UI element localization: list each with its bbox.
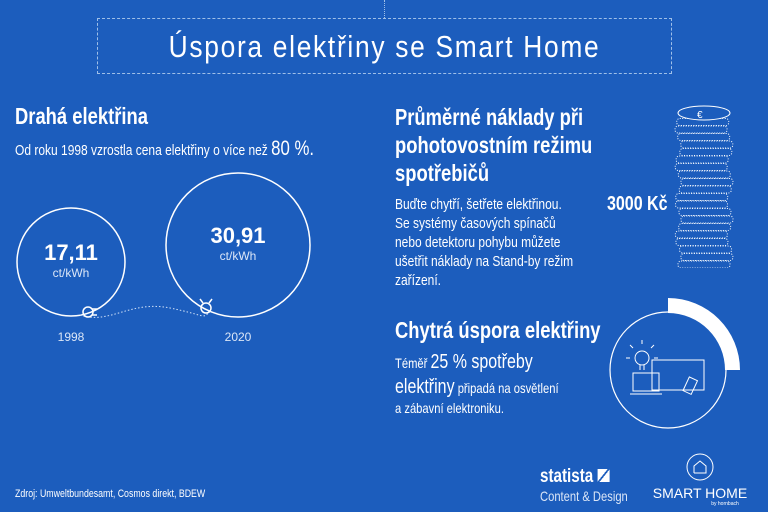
text: a zábavní elektroniku. bbox=[395, 400, 504, 416]
euro-symbol: € bbox=[697, 110, 703, 121]
price-value: 17,11 bbox=[44, 240, 98, 265]
coin bbox=[680, 215, 734, 224]
smarthome-wordmark: SMART HOME bbox=[652, 485, 748, 501]
section-subtitle: Od roku 1998 vzrostla cena elektřiny o v… bbox=[15, 137, 314, 161]
plug-icon bbox=[82, 306, 97, 318]
price-1998: 17,11 ct/kWh bbox=[17, 240, 125, 280]
body-line: Se systémy časových spínačů bbox=[395, 215, 556, 232]
price-circles-graphic bbox=[16, 172, 311, 318]
body-line: ušetřit náklady na Stand-by režim bbox=[395, 253, 574, 270]
coin bbox=[680, 253, 734, 261]
coin bbox=[677, 260, 731, 268]
statista-icon bbox=[597, 469, 610, 482]
coin bbox=[674, 163, 728, 171]
price-value: 30,91 bbox=[210, 223, 266, 248]
text: připadá na osvětlení bbox=[457, 380, 559, 396]
section-heading-expensive: Drahá elektřina bbox=[15, 103, 148, 129]
price-2020: 30,91 ct/kWh bbox=[184, 223, 292, 263]
coin-top bbox=[677, 105, 731, 121]
coin-stack-icon bbox=[674, 105, 734, 268]
coin bbox=[677, 133, 731, 141]
socket-plug-icon bbox=[199, 298, 213, 314]
page-title: Úspora elektřiny se Smart Home bbox=[168, 29, 601, 64]
coin bbox=[677, 170, 731, 179]
share-donut bbox=[609, 298, 740, 429]
divider-line bbox=[384, 0, 385, 18]
coin bbox=[674, 230, 728, 239]
coin bbox=[679, 245, 733, 254]
title-box: Úspora elektřiny se Smart Home bbox=[97, 18, 672, 74]
donut-share-arc bbox=[668, 298, 740, 370]
statista-subtitle: Content & Design bbox=[540, 488, 628, 504]
body-line: zařízení. bbox=[395, 272, 442, 289]
heading-line: pohotovostním režimu bbox=[395, 132, 593, 158]
coin bbox=[680, 178, 734, 186]
standby-body: Buďte chytří, šetřete elektřinou. Se sys… bbox=[395, 195, 573, 290]
coin bbox=[675, 155, 729, 164]
coin bbox=[675, 238, 729, 246]
standby-amount: 3000 Kč bbox=[607, 193, 668, 215]
statista-wordmark: statista bbox=[540, 466, 594, 487]
devices-icon bbox=[626, 340, 705, 396]
year-label: 2020 bbox=[224, 330, 252, 344]
circle-2020 bbox=[165, 172, 311, 318]
coin bbox=[678, 223, 732, 231]
subtitle-text: Od roku 1998 vzrostla cena elektřiny o v… bbox=[15, 142, 268, 159]
section-heading-smart: Chytrá úspora elektřiny bbox=[395, 317, 601, 343]
statista-logo: statista Content & Design bbox=[540, 466, 650, 504]
text-highlight: 25 % spotřeby bbox=[430, 351, 533, 373]
coin bbox=[678, 208, 732, 216]
body-line: Buďte chytří, šetřete elektřinou. bbox=[395, 196, 562, 213]
section-heading-standby: Průměrné náklady při pohotovostním režim… bbox=[395, 103, 592, 187]
text: Téměř bbox=[395, 355, 428, 371]
price-unit: ct/kWh bbox=[219, 249, 257, 263]
smarthome-logo: SMART HOME by hornbach bbox=[648, 452, 752, 507]
coin bbox=[675, 193, 729, 201]
body-line: nebo detektoru pohybu můžete bbox=[395, 234, 561, 251]
coin bbox=[674, 125, 728, 134]
subtitle-value: 80 %. bbox=[271, 137, 315, 160]
coin bbox=[675, 200, 729, 209]
coin bbox=[679, 148, 733, 156]
cable-line bbox=[79, 306, 213, 318]
price-unit: ct/kWh bbox=[52, 266, 90, 280]
year-label: 1998 bbox=[57, 330, 85, 344]
heading-line: spotřebičů bbox=[395, 160, 490, 186]
smart-body: Téměř 25 % spotřeby elektřiny připadá na… bbox=[395, 350, 559, 416]
text-highlight: elektřiny bbox=[395, 376, 455, 398]
house-icon bbox=[686, 453, 714, 481]
smarthome-subtitle: by hornbach bbox=[711, 501, 739, 507]
circle-1998 bbox=[16, 207, 126, 317]
heading-line: Průměrné náklady při bbox=[395, 104, 584, 130]
coin bbox=[680, 140, 734, 149]
coin bbox=[678, 185, 732, 194]
source-note: Zdroj: Umweltbundesamt, Cosmos direkt, B… bbox=[15, 488, 206, 500]
